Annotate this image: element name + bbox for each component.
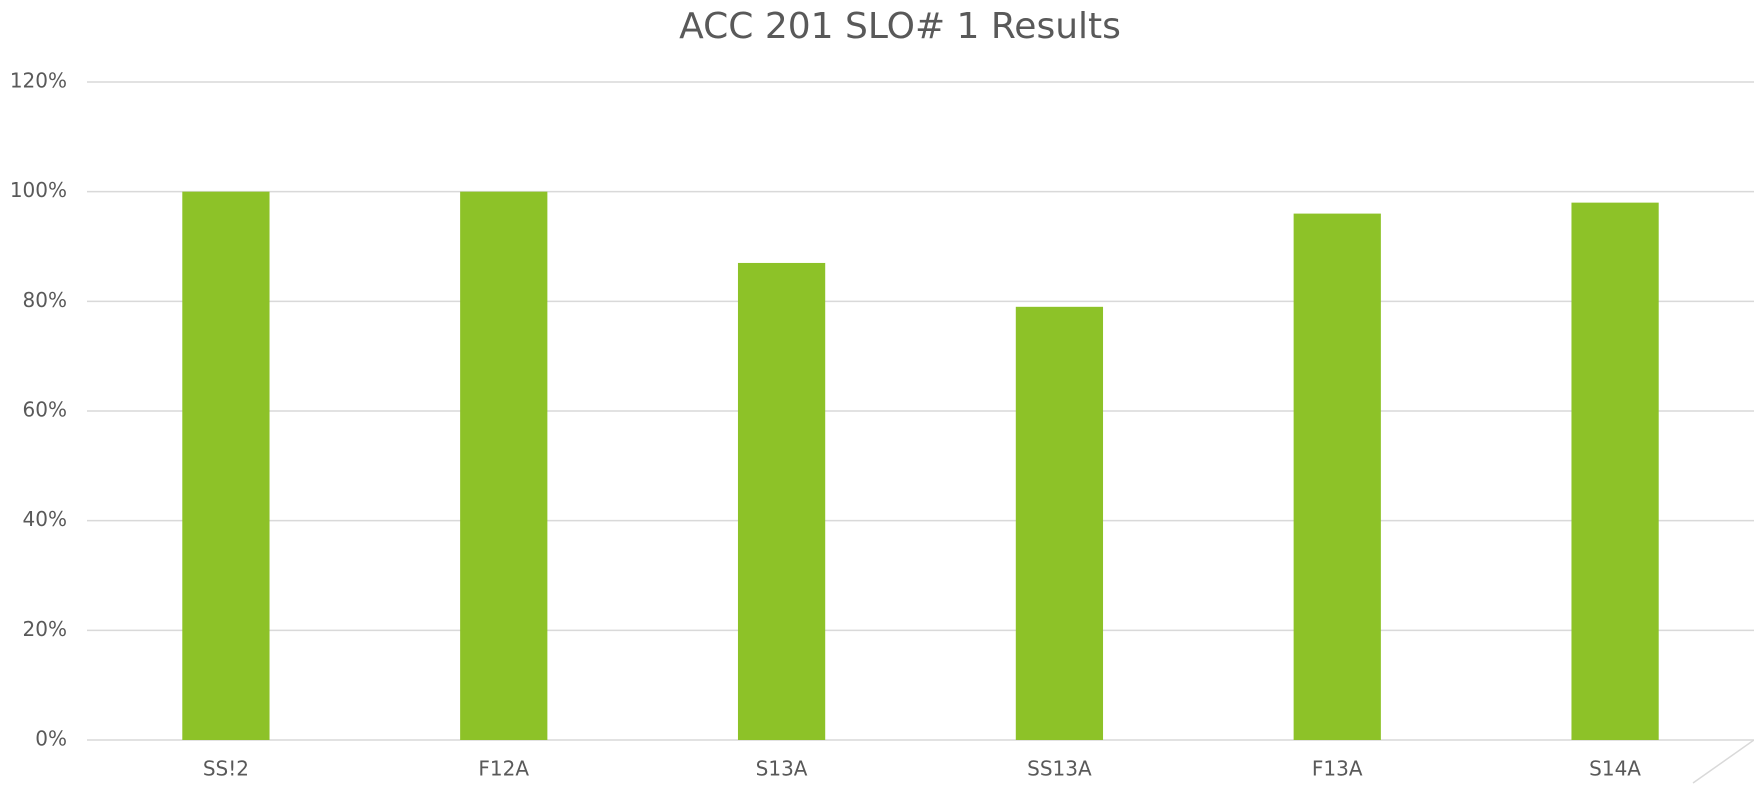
y-tick-label: 0% — [35, 727, 67, 751]
decoration — [1692, 739, 1754, 784]
y-tick-label: 100% — [10, 178, 67, 202]
bar — [737, 262, 826, 740]
y-tick-label: 40% — [23, 507, 67, 531]
x-tick-label: S14A — [1589, 757, 1641, 781]
x-tick-label: SS13A — [1027, 757, 1092, 781]
x-tick-label: SS!2 — [203, 757, 249, 781]
y-tick-label: 20% — [23, 617, 67, 641]
chart-title: ACC 201 SLO# 1 Results — [679, 6, 1121, 47]
bar — [1293, 213, 1381, 741]
y-tick-label: 80% — [23, 288, 67, 312]
bar — [1015, 306, 1104, 740]
bar — [182, 191, 270, 740]
x-tick-label: F13A — [1312, 757, 1363, 781]
y-tick-label: 60% — [23, 398, 67, 422]
x-tick-label: F12A — [478, 757, 529, 781]
x-tick-label: S13A — [756, 757, 808, 781]
y-tick-label: 120% — [10, 69, 67, 93]
bar — [1571, 202, 1659, 741]
bar — [460, 191, 548, 740]
